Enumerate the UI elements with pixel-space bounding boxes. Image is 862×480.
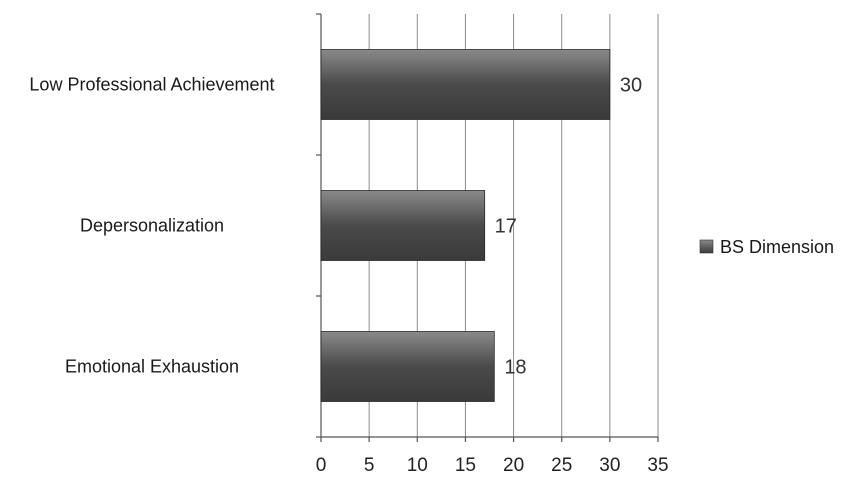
- bar: [320, 190, 486, 261]
- bars: [320, 49, 611, 402]
- legend-label: BS Dimension: [720, 237, 834, 257]
- bar: [320, 49, 611, 120]
- category-label: Emotional Exhaustion: [65, 357, 239, 377]
- data-label: 17: [495, 216, 517, 238]
- x-tick-label: 10: [407, 455, 428, 476]
- category-label: Low Professional Achievement: [29, 75, 274, 95]
- data-label: 18: [504, 357, 526, 379]
- x-tick-label: 20: [503, 455, 524, 476]
- bar: [320, 331, 495, 402]
- category-label: Depersonalization: [80, 216, 224, 236]
- x-tick-label: 35: [647, 455, 668, 476]
- legend: BS Dimension: [699, 237, 834, 257]
- x-tick-label: 15: [455, 455, 476, 476]
- labels: 0 5 10 15 20 25 30 35 Low Professional Achieveme…: [29, 75, 668, 477]
- x-tick-label: 25: [551, 455, 572, 476]
- x-tick-label: 5: [364, 455, 375, 476]
- x-tick-label: 30: [599, 455, 620, 476]
- data-label: 30: [620, 75, 642, 97]
- legend-swatch: [699, 239, 714, 254]
- x-tick-label: 0: [316, 455, 327, 476]
